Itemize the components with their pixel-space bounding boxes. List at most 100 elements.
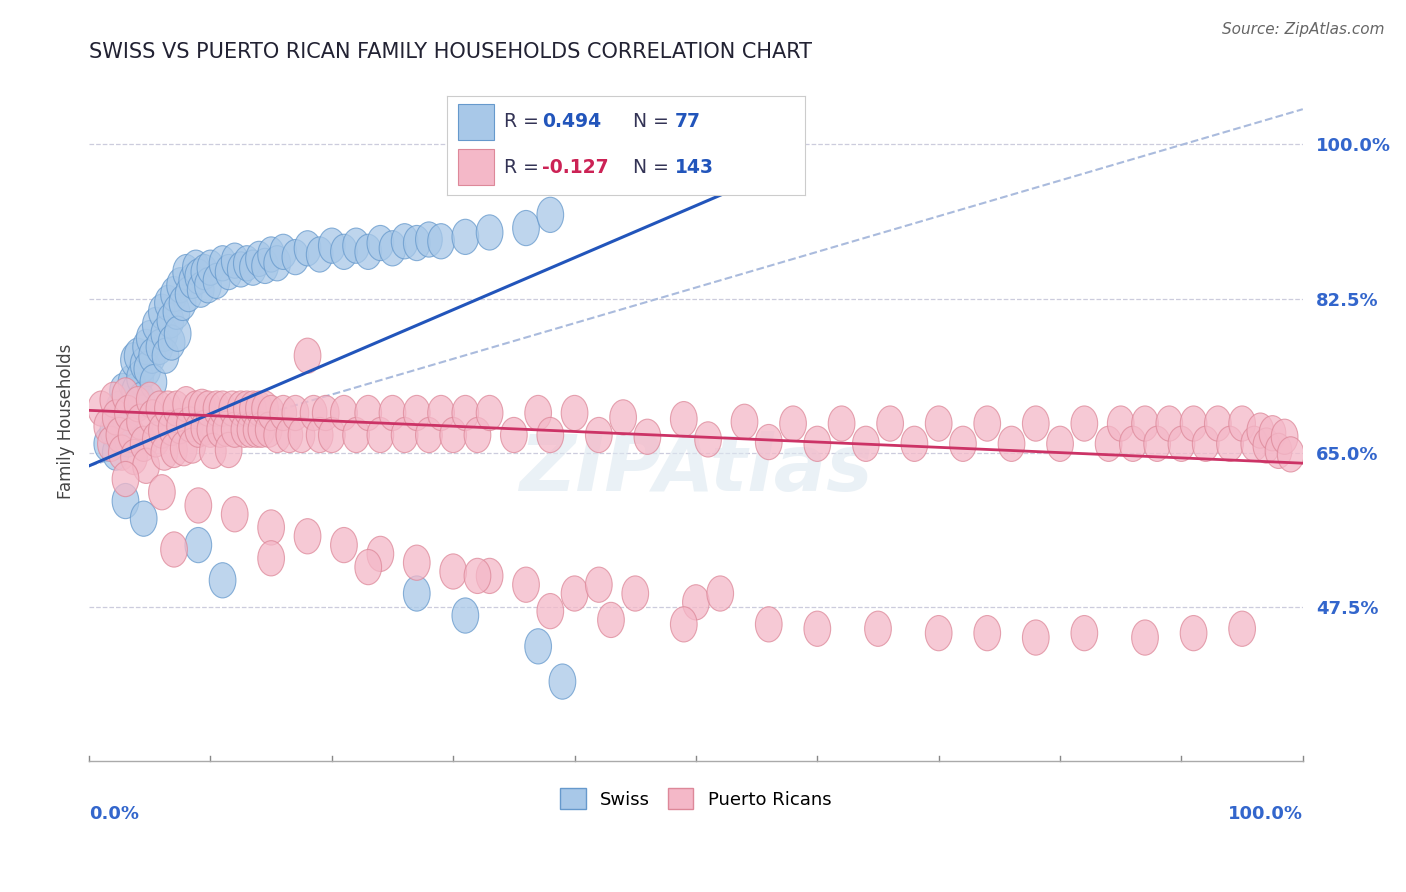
Ellipse shape	[94, 409, 121, 444]
Ellipse shape	[901, 426, 928, 461]
Ellipse shape	[100, 413, 127, 448]
Ellipse shape	[132, 329, 159, 365]
Ellipse shape	[191, 254, 218, 290]
Ellipse shape	[974, 406, 1001, 442]
Ellipse shape	[343, 417, 370, 452]
Ellipse shape	[97, 426, 124, 461]
Ellipse shape	[288, 417, 315, 452]
Ellipse shape	[207, 412, 233, 447]
Ellipse shape	[877, 406, 904, 442]
Ellipse shape	[186, 488, 212, 523]
Ellipse shape	[231, 412, 257, 447]
Ellipse shape	[343, 228, 370, 263]
Ellipse shape	[464, 417, 491, 452]
Ellipse shape	[1260, 416, 1286, 450]
Ellipse shape	[209, 245, 236, 281]
Ellipse shape	[114, 422, 141, 457]
Ellipse shape	[780, 406, 807, 442]
Ellipse shape	[804, 426, 831, 461]
Ellipse shape	[246, 391, 273, 426]
Ellipse shape	[187, 272, 214, 308]
Ellipse shape	[354, 395, 381, 431]
Ellipse shape	[731, 404, 758, 440]
Ellipse shape	[176, 277, 202, 311]
Legend: Swiss, Puerto Ricans: Swiss, Puerto Ricans	[553, 780, 839, 816]
Ellipse shape	[367, 226, 394, 260]
Ellipse shape	[524, 395, 551, 431]
Ellipse shape	[1265, 434, 1292, 468]
Ellipse shape	[112, 400, 139, 435]
Ellipse shape	[112, 483, 139, 518]
Ellipse shape	[94, 426, 121, 461]
Ellipse shape	[197, 250, 224, 285]
Ellipse shape	[301, 395, 328, 431]
Ellipse shape	[1132, 620, 1159, 655]
Ellipse shape	[367, 536, 394, 572]
Ellipse shape	[1156, 406, 1182, 442]
Ellipse shape	[194, 268, 221, 303]
Ellipse shape	[186, 412, 212, 447]
Ellipse shape	[283, 240, 309, 275]
Ellipse shape	[146, 391, 173, 426]
Ellipse shape	[239, 391, 266, 426]
Ellipse shape	[1132, 406, 1159, 442]
Ellipse shape	[610, 400, 637, 435]
Ellipse shape	[134, 351, 160, 386]
Ellipse shape	[1229, 611, 1256, 647]
Ellipse shape	[451, 598, 478, 633]
Ellipse shape	[146, 329, 173, 365]
Ellipse shape	[136, 320, 163, 356]
Ellipse shape	[330, 395, 357, 431]
Ellipse shape	[238, 412, 264, 447]
Ellipse shape	[1180, 406, 1206, 442]
Ellipse shape	[142, 308, 169, 343]
Ellipse shape	[367, 417, 394, 452]
Ellipse shape	[561, 395, 588, 431]
Ellipse shape	[380, 395, 406, 431]
Ellipse shape	[682, 585, 709, 620]
Ellipse shape	[294, 231, 321, 266]
Ellipse shape	[1216, 426, 1243, 461]
Ellipse shape	[354, 549, 381, 585]
Ellipse shape	[209, 391, 236, 426]
Ellipse shape	[228, 252, 254, 287]
Ellipse shape	[179, 263, 205, 299]
Ellipse shape	[173, 254, 200, 290]
Ellipse shape	[330, 235, 357, 269]
Ellipse shape	[307, 237, 333, 272]
Ellipse shape	[221, 497, 247, 532]
Ellipse shape	[634, 419, 661, 454]
Ellipse shape	[276, 417, 302, 452]
Ellipse shape	[149, 413, 176, 448]
Ellipse shape	[167, 268, 194, 303]
Ellipse shape	[440, 417, 467, 452]
Ellipse shape	[149, 475, 176, 510]
Ellipse shape	[404, 545, 430, 581]
Ellipse shape	[561, 576, 588, 611]
Ellipse shape	[391, 224, 418, 259]
Ellipse shape	[257, 237, 284, 272]
Ellipse shape	[477, 395, 503, 431]
Ellipse shape	[103, 435, 129, 470]
Ellipse shape	[186, 527, 212, 563]
Ellipse shape	[1253, 428, 1279, 463]
Ellipse shape	[585, 567, 612, 602]
Ellipse shape	[209, 563, 236, 598]
Text: SWISS VS PUERTO RICAN FAMILY HOUSEHOLDS CORRELATION CHART: SWISS VS PUERTO RICAN FAMILY HOUSEHOLDS …	[89, 42, 813, 62]
Ellipse shape	[121, 343, 148, 378]
Ellipse shape	[1071, 615, 1098, 651]
Ellipse shape	[283, 395, 309, 431]
Ellipse shape	[124, 338, 150, 374]
Ellipse shape	[105, 391, 132, 426]
Ellipse shape	[194, 391, 221, 426]
Ellipse shape	[112, 378, 139, 413]
Ellipse shape	[118, 365, 145, 400]
Ellipse shape	[191, 410, 218, 446]
Ellipse shape	[247, 412, 274, 447]
Ellipse shape	[537, 417, 564, 452]
Ellipse shape	[152, 338, 179, 374]
Ellipse shape	[1192, 426, 1219, 461]
Text: ZIPAtlas: ZIPAtlas	[519, 431, 873, 508]
Ellipse shape	[108, 435, 135, 470]
Ellipse shape	[319, 228, 344, 263]
